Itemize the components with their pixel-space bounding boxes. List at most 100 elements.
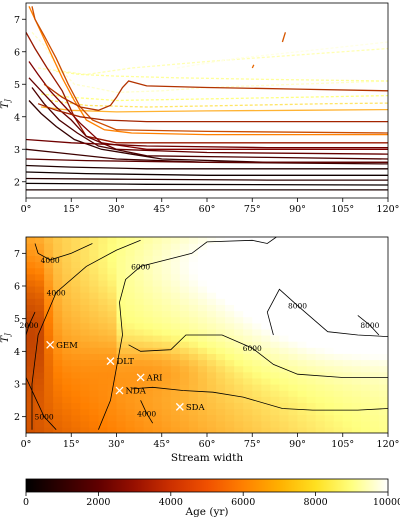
heatmap-cell bbox=[288, 286, 299, 293]
heatmap-cell bbox=[53, 255, 63, 263]
heatmap-cell bbox=[225, 279, 235, 287]
heatmap-cell bbox=[351, 347, 362, 354]
heatmap-cell bbox=[62, 402, 72, 410]
heatmap-cell bbox=[170, 286, 181, 293]
heatmap-cell bbox=[270, 408, 280, 416]
heatmap-cell bbox=[188, 292, 199, 299]
heatmap-cell bbox=[288, 279, 299, 287]
heatmap-cell bbox=[134, 298, 145, 305]
heatmap-cell bbox=[324, 286, 335, 293]
heatmap-cell bbox=[252, 243, 262, 250]
heatmap-cell bbox=[261, 310, 271, 318]
heatmap-cell bbox=[342, 420, 353, 428]
heatmap-cell bbox=[26, 279, 36, 287]
heatmap-cell bbox=[333, 298, 344, 305]
heatmap-cell bbox=[351, 377, 362, 385]
heatmap-cell bbox=[351, 365, 362, 373]
heatmap-cell bbox=[98, 371, 109, 379]
heatmap-cell bbox=[89, 384, 99, 391]
heatmap-cell bbox=[252, 322, 262, 330]
heatmap-cell bbox=[333, 267, 344, 275]
heatmap-cell bbox=[306, 414, 317, 422]
heatmap-cell bbox=[342, 273, 353, 281]
heatmap-cell bbox=[161, 310, 172, 318]
heatmap-cell bbox=[324, 390, 335, 397]
heatmap-cell bbox=[261, 414, 271, 422]
heatmap-cell bbox=[179, 261, 190, 269]
heatmap-cell bbox=[234, 249, 244, 256]
heatmap-cell bbox=[378, 426, 388, 433]
heatmap-cell bbox=[234, 402, 244, 410]
heatmap-cell bbox=[279, 384, 290, 391]
heatmap-cell bbox=[89, 341, 99, 348]
contour-line bbox=[26, 311, 36, 336]
heatmap-cell bbox=[188, 377, 199, 385]
heatmap-cell bbox=[315, 390, 326, 397]
heatmap-cell bbox=[26, 243, 36, 250]
heatmap-cell bbox=[306, 390, 317, 397]
heatmap-cell bbox=[125, 414, 136, 422]
heatmap-cell bbox=[71, 426, 81, 433]
heatmap-cell bbox=[188, 359, 199, 367]
heatmap-cell bbox=[342, 377, 353, 385]
heatmap-cell bbox=[252, 328, 262, 336]
heatmap-cell bbox=[179, 359, 190, 367]
heatmap-cell bbox=[188, 267, 199, 275]
heatmap-cell bbox=[297, 426, 308, 433]
heatmap-cell bbox=[71, 267, 81, 275]
heatmap-cell bbox=[333, 426, 344, 433]
heatmap-cell bbox=[306, 292, 317, 299]
heatmap-cell bbox=[342, 335, 353, 342]
heatmap-cell bbox=[170, 347, 181, 354]
heatmap-cell bbox=[80, 402, 90, 410]
heatmap-cell bbox=[297, 414, 308, 422]
heatmap-cell bbox=[152, 310, 163, 318]
heatmap-cell bbox=[207, 365, 217, 373]
heatmap-cell bbox=[279, 396, 290, 403]
heatmap-cell bbox=[107, 298, 118, 305]
heatmap-cell bbox=[143, 249, 154, 256]
heatmap-cell bbox=[107, 279, 118, 287]
heatmap-cell bbox=[252, 359, 262, 367]
heatmap-cell bbox=[216, 359, 226, 367]
heatmap-cell bbox=[188, 390, 199, 397]
heatmap-cell bbox=[288, 237, 299, 244]
heatmap-cell bbox=[152, 377, 163, 385]
heatmap-cell bbox=[89, 359, 99, 367]
heatmap-cell bbox=[333, 255, 344, 263]
heatmap-cell bbox=[225, 365, 235, 373]
heatmap-cell bbox=[26, 414, 36, 422]
heatmap-cell bbox=[152, 255, 163, 263]
heatmap-cell bbox=[333, 341, 344, 348]
heatmap-cell bbox=[107, 353, 118, 361]
heatmap-cell bbox=[44, 328, 54, 336]
heatmap-cell bbox=[152, 353, 163, 361]
heatmap-cell bbox=[243, 426, 253, 433]
heatmap-cell bbox=[44, 365, 54, 373]
heatmap-cell bbox=[179, 292, 190, 299]
heatmap-cell bbox=[360, 414, 371, 422]
top-plot-area bbox=[26, 3, 388, 198]
heatmap-cell bbox=[116, 249, 127, 256]
heatmap-cell bbox=[197, 402, 208, 410]
heatmap-cell bbox=[270, 402, 280, 410]
heatmap-cell bbox=[44, 237, 54, 244]
heatmap-cell bbox=[116, 414, 127, 422]
heatmap-cell bbox=[53, 371, 63, 379]
heatmap-cell bbox=[270, 286, 280, 293]
heatmap-cell bbox=[80, 249, 90, 256]
heatmap-cell bbox=[207, 396, 217, 403]
heatmap-cell bbox=[44, 359, 54, 367]
heatmap-cell bbox=[315, 279, 326, 287]
heatmap-cell bbox=[116, 279, 127, 287]
heatmap-cell bbox=[270, 353, 280, 361]
heatmap-cell bbox=[134, 328, 145, 336]
heatmap-cell bbox=[234, 328, 244, 336]
contour-line bbox=[131, 386, 388, 411]
heatmap-cell bbox=[207, 426, 217, 433]
heatmap-cell bbox=[170, 279, 181, 287]
heatmap-cell bbox=[161, 243, 172, 250]
heatmap-cell bbox=[351, 408, 362, 416]
heatmap-cell bbox=[71, 335, 81, 342]
colorbar-tick-label: 2000 bbox=[86, 497, 110, 508]
